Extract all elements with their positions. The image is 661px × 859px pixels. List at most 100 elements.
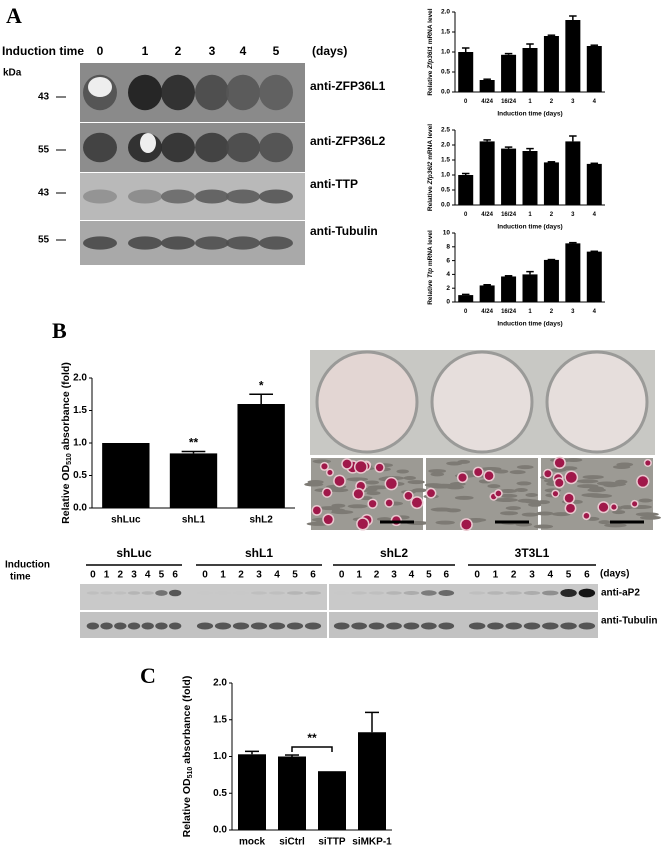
band <box>100 591 113 595</box>
lane-label: 1 <box>142 44 149 58</box>
lane-label: 6 <box>310 570 316 581</box>
y-axis-label-part: mRNA level <box>427 124 434 162</box>
cell <box>403 475 416 480</box>
lipid-core <box>566 503 575 513</box>
y-tick-label: 0.0 <box>441 202 450 209</box>
band <box>286 622 304 630</box>
panel-label: A <box>6 3 22 28</box>
band <box>226 74 260 111</box>
x-tick-label: shLuc <box>111 515 141 526</box>
cell <box>516 465 534 470</box>
bar <box>543 259 559 302</box>
band <box>250 591 268 595</box>
lipid-core <box>474 468 483 476</box>
antibody-label: anti-Tubulin <box>310 224 378 238</box>
lipid-core <box>645 460 651 466</box>
cell <box>494 498 518 503</box>
bar <box>278 756 306 830</box>
lipid-core <box>564 493 574 503</box>
cell <box>576 479 599 484</box>
y-tick-label: 8 <box>446 244 450 251</box>
cell <box>331 510 354 515</box>
unit-label: (days) <box>600 569 629 580</box>
cell <box>412 488 427 493</box>
x-tick-label: 3 <box>571 212 575 218</box>
x-tick-label: 4/24 <box>481 212 493 218</box>
antibody-label: anti-aP2 <box>601 588 640 599</box>
lipid-core <box>353 489 364 499</box>
cell <box>509 470 526 475</box>
mw-marker: 55 <box>38 235 50 246</box>
cell <box>635 512 659 517</box>
cell <box>430 472 445 477</box>
band <box>86 591 100 595</box>
mw-marker: 55 <box>38 145 50 156</box>
band <box>141 622 154 630</box>
bar <box>565 243 581 302</box>
band <box>259 132 293 163</box>
band <box>214 622 232 630</box>
x-tick-label: 1 <box>528 99 532 105</box>
significance: * <box>259 378 264 392</box>
x-tick-label: 16/24 <box>501 212 517 218</box>
cell <box>551 512 571 517</box>
lane-label: 0 <box>474 570 480 581</box>
y-axis-label: Relative OD510 absorbance (fold) <box>181 676 195 838</box>
x-tick-label: 3 <box>571 99 575 105</box>
lane-label: 2 <box>118 570 124 581</box>
band <box>128 189 162 204</box>
band <box>421 622 437 630</box>
y-tick-label: 6 <box>446 257 450 264</box>
lane-label: 4 <box>548 570 554 581</box>
band <box>268 591 286 595</box>
lipid-core <box>357 518 368 530</box>
y-axis-label-part: Ttp <box>427 268 434 278</box>
band <box>351 622 367 630</box>
lane-label: 6 <box>444 570 450 581</box>
lipid-core <box>323 515 333 525</box>
well <box>430 350 534 454</box>
lipid-core <box>598 502 609 512</box>
band <box>386 622 402 630</box>
y-axis-label-part: mRNA level <box>427 230 434 268</box>
bar <box>501 276 517 302</box>
lipid-core <box>544 470 552 478</box>
lane-label: 0 <box>202 570 208 581</box>
cell <box>498 489 518 494</box>
y-axis-label-part: mRNA level <box>427 8 434 46</box>
y-axis-label-part: absorbance (fold) <box>60 362 72 453</box>
band <box>259 74 293 111</box>
group-label: shL2 <box>380 546 408 560</box>
band <box>195 132 229 163</box>
lane-label: 4 <box>240 44 247 58</box>
band <box>232 622 250 630</box>
lane-label: 1 <box>104 570 110 581</box>
bar <box>479 285 495 302</box>
band <box>578 588 596 598</box>
cell <box>428 469 447 474</box>
band <box>523 591 541 595</box>
bar <box>586 251 602 302</box>
cell <box>304 482 324 487</box>
lane-label: 3 <box>131 570 137 581</box>
antibody-label: anti-ZFP36L1 <box>310 79 386 93</box>
y-axis-label: Relative OD510 absorbance (fold) <box>60 362 74 524</box>
y-axis-label-part: Relative <box>427 184 434 211</box>
band <box>161 132 195 163</box>
y-tick-label: 2.0 <box>73 373 87 384</box>
y-tick-label: 1.0 <box>73 438 87 449</box>
cell <box>365 480 380 485</box>
cell <box>523 499 540 504</box>
cell <box>516 481 532 486</box>
x-tick-label: 2 <box>550 99 554 105</box>
mw-marker: 43 <box>38 188 50 199</box>
band <box>542 622 559 630</box>
cell <box>376 517 392 522</box>
cell <box>536 500 550 505</box>
well <box>545 350 649 454</box>
y-tick-label: 0.0 <box>73 503 87 514</box>
y-tick-label: 1.0 <box>441 49 450 56</box>
band <box>168 589 182 597</box>
y-axis-label-part: Relative OD <box>60 464 72 523</box>
